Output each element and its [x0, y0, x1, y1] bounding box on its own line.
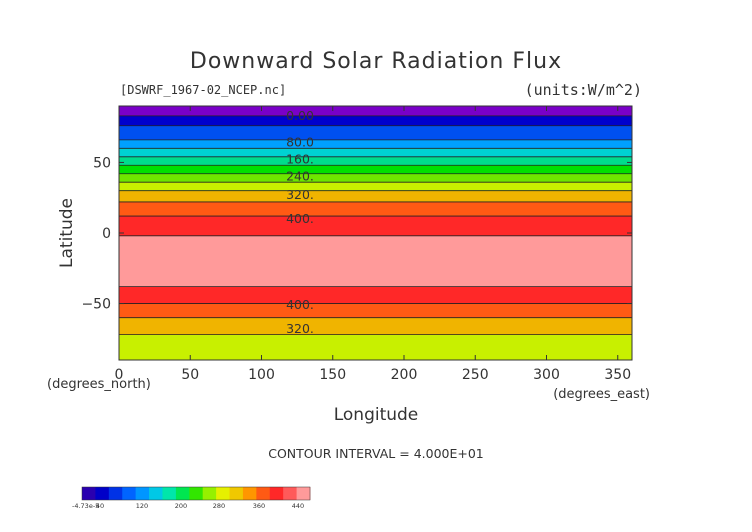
colorbar-swatch — [149, 487, 163, 500]
x-tick-label: 250 — [462, 367, 489, 383]
heatmap-band — [119, 303, 632, 318]
colorbar-swatch — [122, 487, 137, 500]
colorbar-label: -4.73e-5 — [72, 502, 99, 510]
heatmap-band — [119, 286, 632, 304]
heatmap-band — [119, 139, 632, 149]
heatmap-band — [119, 156, 632, 166]
contour-label: 320. — [286, 187, 314, 202]
heatmap-band — [119, 334, 632, 360]
x-unit-label: (degrees_east) — [553, 387, 650, 402]
x-tick-label: 100 — [248, 367, 275, 383]
x-tick-label: 150 — [319, 367, 346, 383]
colorbar-swatch — [296, 487, 311, 500]
colorbar-swatch — [108, 487, 123, 500]
colorbar-swatch — [162, 487, 177, 500]
colorbar-swatch — [82, 487, 96, 500]
file-label: [DSWRF_1967-02_NCEP.nc] — [120, 83, 286, 97]
heatmap-band — [119, 182, 632, 191]
x-tick-label: 50 — [181, 367, 199, 383]
colorbar-label: 360 — [253, 502, 265, 510]
heatmap-band — [119, 165, 632, 174]
colorbar-swatch — [175, 487, 190, 500]
x-tick-label: 300 — [533, 367, 560, 383]
heatmap-band — [119, 106, 632, 116]
colorbar-swatch — [189, 487, 204, 500]
colorbar-swatch — [95, 487, 110, 500]
contour-label: 240. — [286, 169, 314, 184]
x-axis-ticks: 0 50 100 150 200 250 300 350 — [115, 106, 631, 383]
x-axis-label: Longitude — [334, 405, 419, 425]
colorbar-swatch — [202, 487, 217, 500]
contour-label: 400. — [286, 297, 314, 312]
heatmap-band — [119, 125, 632, 140]
colorbar-frame — [81, 486, 311, 501]
colorbar-label: 40 — [96, 502, 104, 510]
heatmap-band — [119, 148, 632, 157]
heatmap-bands — [119, 106, 632, 360]
heatmap-band — [119, 235, 632, 287]
contour-label: 80.0 — [286, 135, 314, 150]
y-axis-ticks: −50 0 50 — [81, 155, 632, 313]
colorbar-swatch — [135, 487, 150, 500]
heatmap-band — [119, 216, 632, 236]
y-tick-label: 50 — [93, 155, 111, 171]
colorbar-label: 440 — [292, 502, 304, 510]
colorbar-label: 120 — [136, 502, 148, 510]
units-label: (units:W/m^2) — [525, 81, 642, 99]
colorbar-swatch — [216, 487, 231, 500]
colorbar: -4.73e-540 120 200 280 360 440 — [72, 486, 311, 510]
colorbar-label: 280 — [213, 502, 225, 510]
y-axis-label: Latitude — [57, 198, 77, 268]
heatmap-band — [119, 190, 632, 202]
colorbar-swatch — [242, 487, 257, 500]
heatmap-band — [119, 115, 632, 126]
colorbar-swatch — [256, 487, 271, 500]
heatmap-band — [119, 173, 632, 183]
heatmap-band — [119, 201, 632, 217]
contour-lines: 0.00 80.0 160. 240. 320. 400. 400. 320. — [119, 108, 632, 336]
colorbar-swatch — [229, 487, 244, 500]
contour-interval-note: CONTOUR INTERVAL = 4.000E+01 — [268, 446, 484, 461]
contour-label: 160. — [286, 152, 314, 167]
y-unit-label: (degrees_north) — [47, 377, 151, 392]
contour-label: 0.00 — [286, 108, 314, 123]
y-tick-label: 0 — [102, 226, 111, 242]
x-tick-label: 0 — [115, 367, 124, 383]
heatmap-band — [119, 317, 632, 335]
chart-title: Downward Solar Radiation Flux — [190, 49, 562, 74]
x-tick-label: 350 — [604, 367, 631, 383]
contour-label: 320. — [286, 321, 314, 336]
contour-label: 400. — [286, 211, 314, 226]
colorbar-swatch — [269, 487, 284, 500]
x-tick-label: 200 — [391, 367, 418, 383]
y-tick-label: −50 — [81, 297, 111, 313]
colorbar-label: 200 — [175, 502, 187, 510]
colorbar-swatch — [283, 487, 298, 500]
